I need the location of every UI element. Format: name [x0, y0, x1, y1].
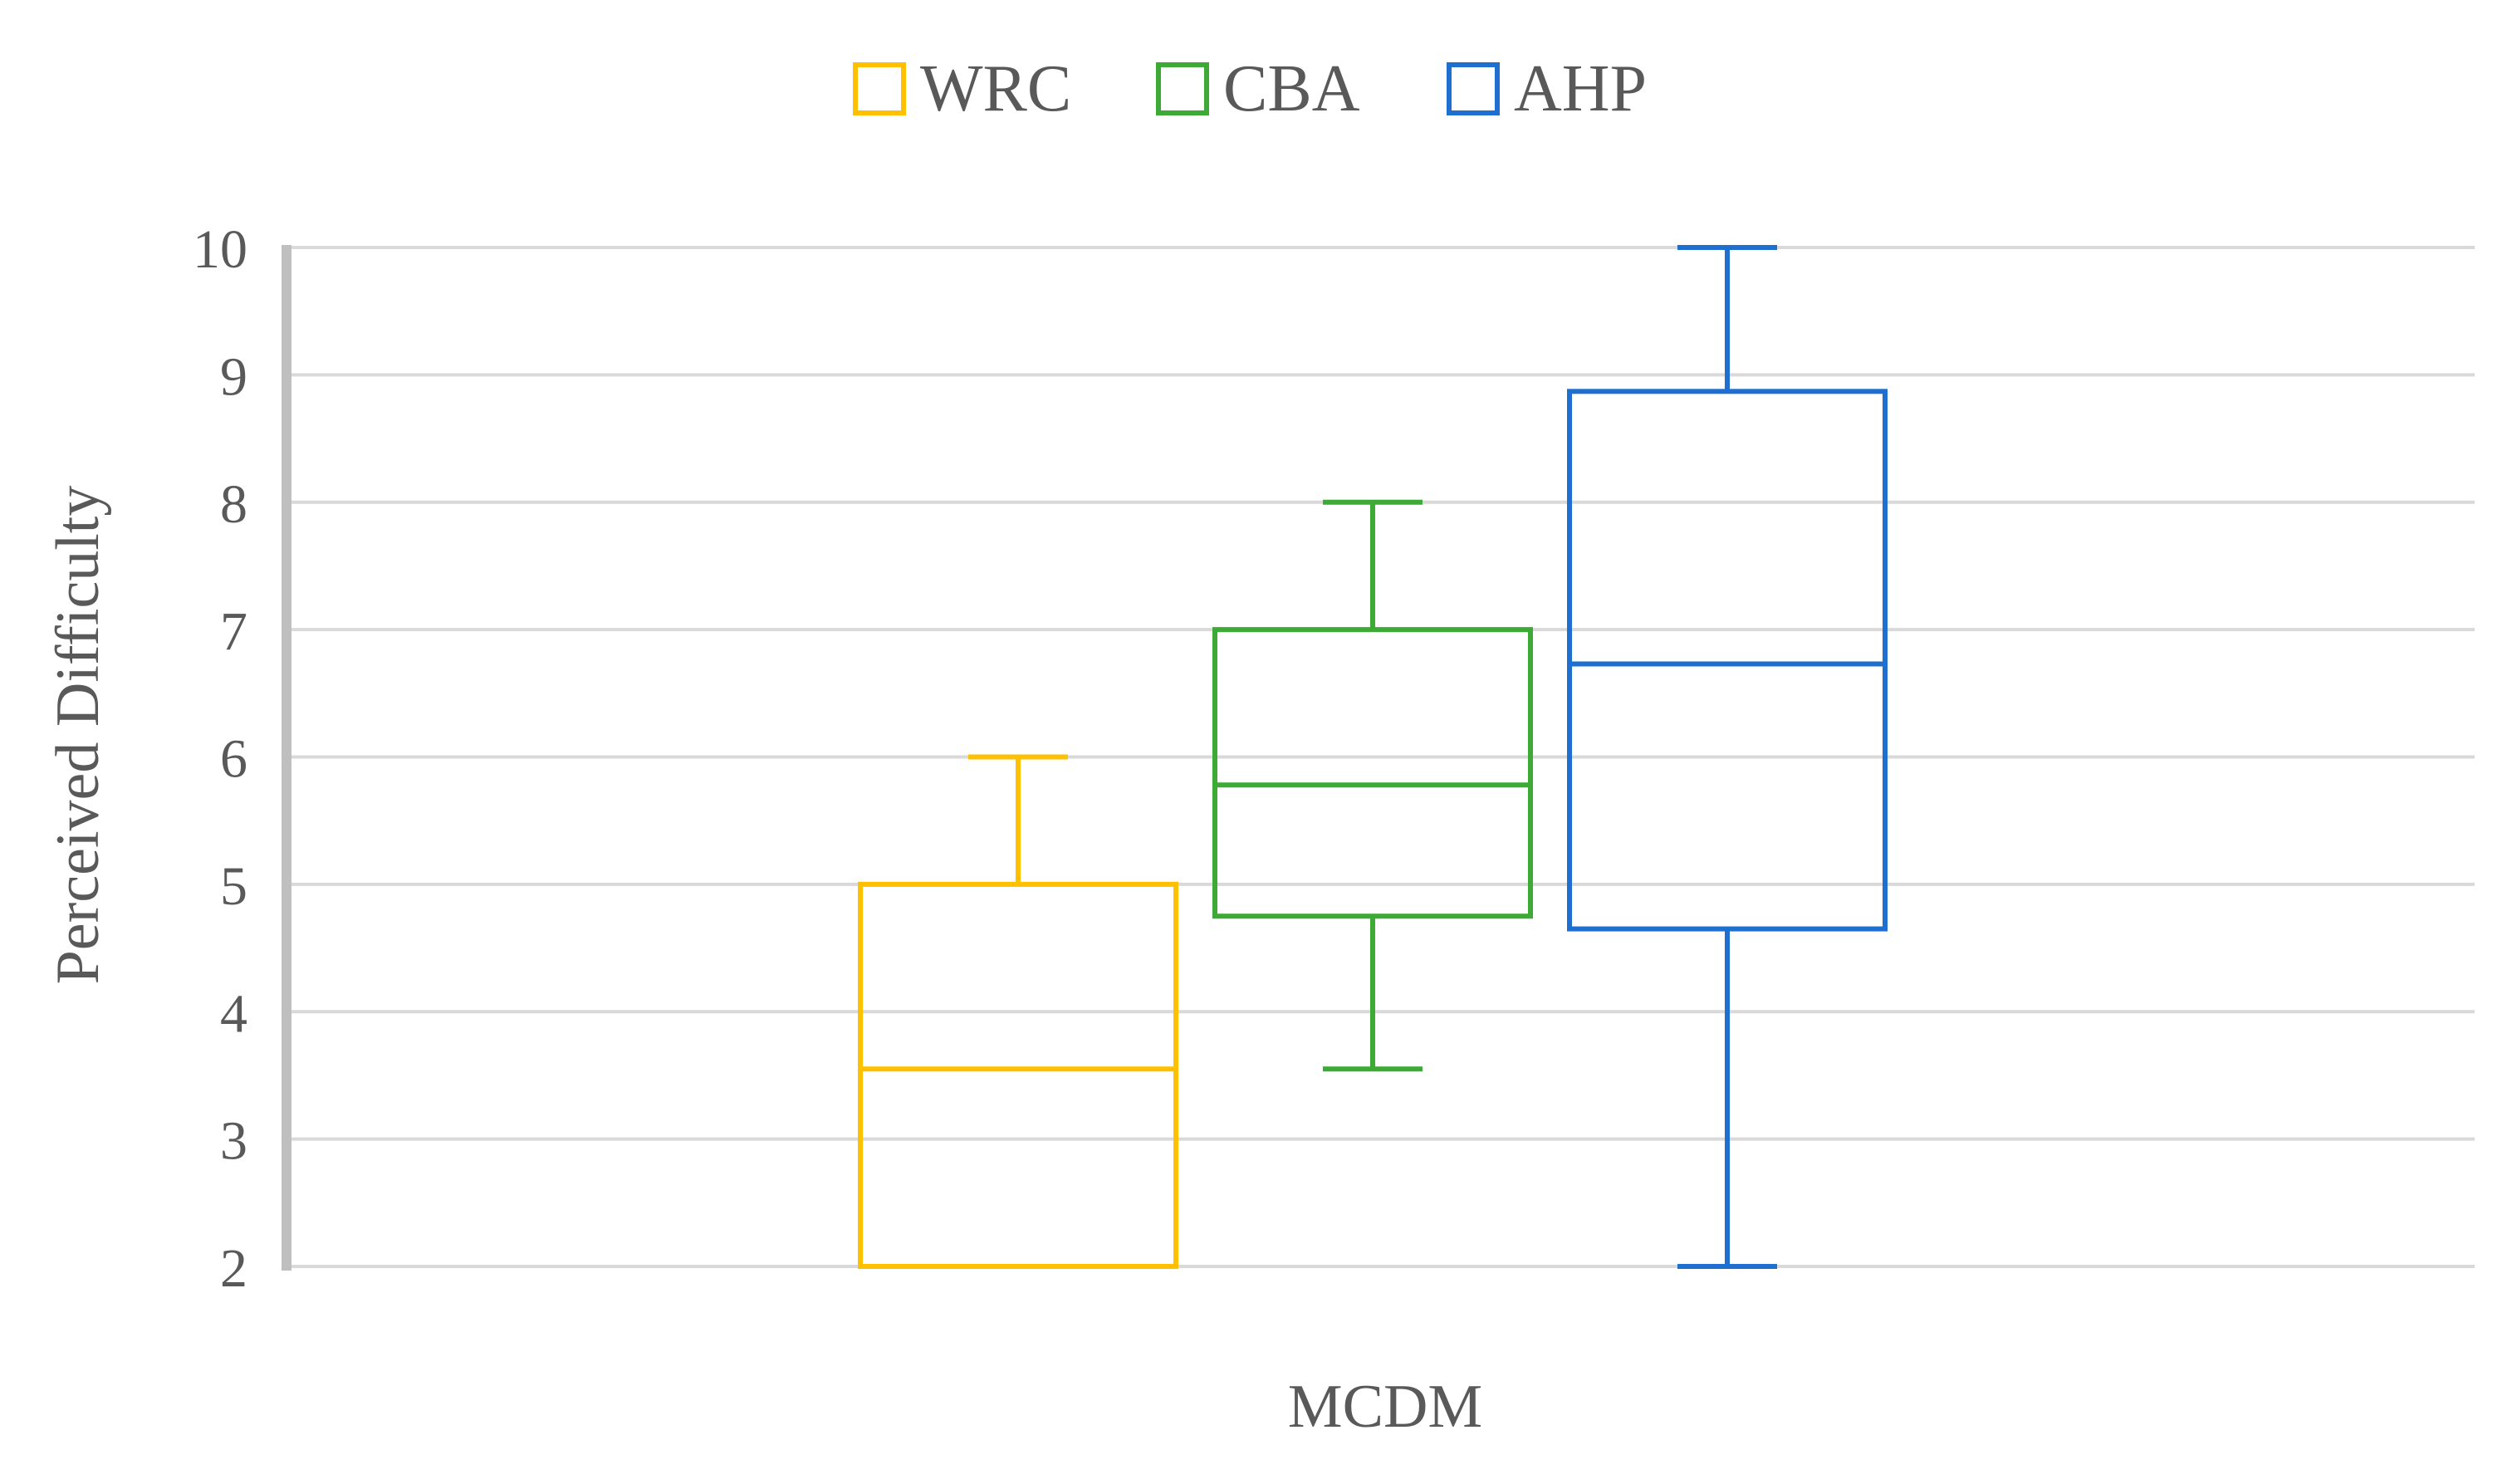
iqr-box: [858, 881, 1178, 1269]
y-tick-label: 10: [193, 219, 247, 280]
box-ahp: [1567, 245, 1888, 1269]
legend-swatch: [1156, 62, 1209, 115]
y-tick-label: 8: [220, 474, 247, 535]
legend: WRC CBA AHP: [853, 52, 1647, 125]
legend-swatch: [1447, 62, 1500, 115]
gridlines: [286, 246, 2475, 1268]
legend-item-cba: CBA: [1156, 52, 1360, 125]
boxes: [858, 245, 1888, 1269]
legend-item-wrc: WRC: [853, 52, 1071, 125]
y-tick-label: 7: [220, 601, 247, 662]
y-tick-label: 6: [220, 729, 247, 790]
legend-swatch: [853, 62, 906, 115]
y-tick-label: 9: [220, 346, 247, 407]
y-axis-label: Perceived Difficulty: [44, 486, 112, 985]
iqr-box: [1212, 627, 1533, 919]
box-cba: [1212, 499, 1533, 1072]
y-tick-label: 3: [220, 1111, 247, 1172]
legend-item-ahp: AHP: [1447, 52, 1647, 125]
legend-label: AHP: [1514, 52, 1647, 125]
y-tick-label: 4: [220, 983, 247, 1044]
legend-label: WRC: [920, 52, 1071, 125]
y-tick-label: 5: [220, 856, 247, 917]
y-tick-label: 2: [220, 1238, 247, 1299]
x-axis-label: MCDM: [1288, 1373, 1482, 1441]
iqr-box: [1567, 389, 1888, 932]
legend-label: CBA: [1223, 52, 1360, 125]
box-wrc: [858, 754, 1178, 1269]
y-tick-labels: 2 3 4 5 6 7 8 9 10: [193, 219, 247, 1299]
